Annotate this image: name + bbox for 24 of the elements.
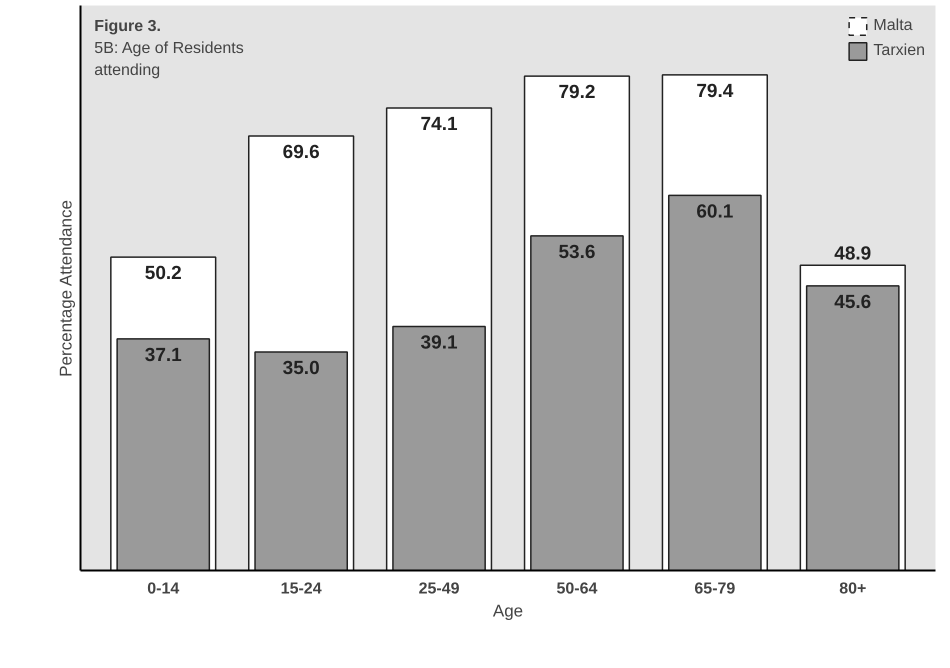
chart-title: Figure 3. bbox=[94, 18, 161, 36]
data-label: 74.1 bbox=[420, 114, 458, 135]
x-tick-label: 65-79 bbox=[694, 580, 736, 598]
data-label: 69.6 bbox=[282, 142, 320, 164]
legend-label: Tarxien bbox=[873, 42, 925, 60]
data-label: 48.9 bbox=[834, 243, 872, 264]
data-label: 53.6 bbox=[558, 242, 596, 263]
data-label: 45.6 bbox=[834, 292, 872, 313]
data-label: 79.4 bbox=[696, 80, 734, 102]
chart-subtitle: 5B: Age of Residents attending bbox=[94, 40, 244, 80]
legend-label: Malta bbox=[873, 17, 913, 35]
x-tick-label: 25-49 bbox=[418, 580, 460, 598]
x-tick-label: 0-14 bbox=[147, 580, 180, 598]
data-label: 37.1 bbox=[144, 344, 182, 366]
x-tick-label: 50-64 bbox=[556, 580, 598, 598]
data-label: 60.1 bbox=[696, 201, 734, 222]
x-tick-label: 80+ bbox=[839, 580, 866, 598]
data-label: 79.2 bbox=[558, 82, 596, 104]
y-axis-title: Percentage Attendance bbox=[56, 200, 76, 377]
x-axis-title: Age bbox=[492, 602, 524, 620]
data-label: 39.1 bbox=[420, 332, 458, 354]
data-label: 35.0 bbox=[282, 358, 320, 380]
x-tick-label: 15-24 bbox=[280, 580, 322, 598]
data-label: 50.2 bbox=[144, 263, 182, 284]
